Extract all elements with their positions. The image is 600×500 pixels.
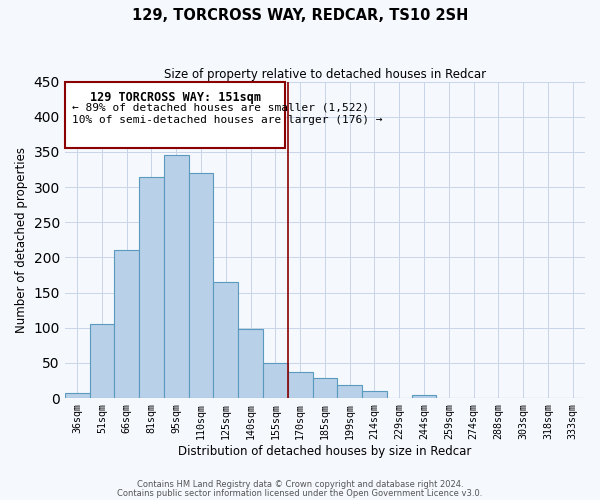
- Bar: [139, 176, 164, 398]
- Bar: [288, 372, 313, 398]
- Bar: [337, 386, 362, 398]
- Bar: [238, 329, 263, 398]
- Bar: [164, 156, 188, 398]
- FancyBboxPatch shape: [65, 82, 285, 148]
- Text: ← 89% of detached houses are smaller (1,522): ← 89% of detached houses are smaller (1,…: [72, 103, 369, 113]
- Y-axis label: Number of detached properties: Number of detached properties: [15, 147, 28, 333]
- Text: 10% of semi-detached houses are larger (176) →: 10% of semi-detached houses are larger (…: [72, 114, 383, 124]
- Bar: [188, 173, 214, 398]
- Text: 129 TORCROSS WAY: 151sqm: 129 TORCROSS WAY: 151sqm: [89, 91, 260, 104]
- Bar: [89, 324, 115, 398]
- Title: Size of property relative to detached houses in Redcar: Size of property relative to detached ho…: [164, 68, 486, 80]
- Bar: [115, 250, 139, 398]
- Bar: [313, 378, 337, 398]
- Bar: [412, 394, 436, 398]
- Bar: [214, 282, 238, 398]
- Bar: [362, 391, 387, 398]
- Text: Contains HM Land Registry data © Crown copyright and database right 2024.: Contains HM Land Registry data © Crown c…: [137, 480, 463, 489]
- X-axis label: Distribution of detached houses by size in Redcar: Distribution of detached houses by size …: [178, 444, 472, 458]
- Bar: [65, 393, 89, 398]
- Text: Contains public sector information licensed under the Open Government Licence v3: Contains public sector information licen…: [118, 488, 482, 498]
- Bar: [263, 363, 288, 398]
- Text: 129, TORCROSS WAY, REDCAR, TS10 2SH: 129, TORCROSS WAY, REDCAR, TS10 2SH: [132, 8, 468, 22]
